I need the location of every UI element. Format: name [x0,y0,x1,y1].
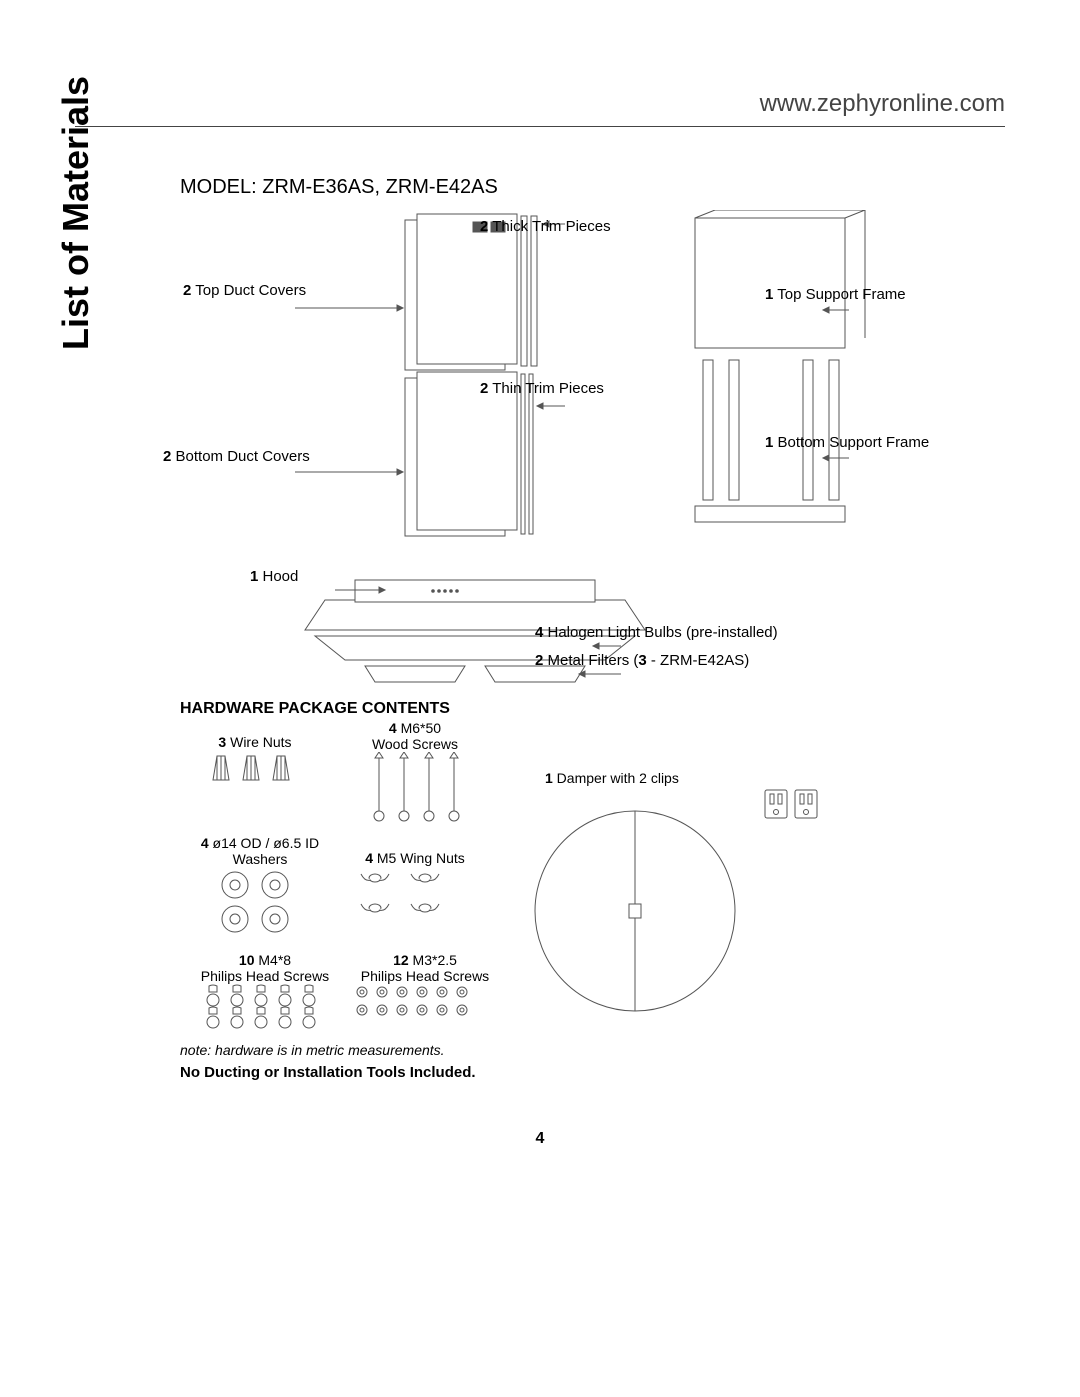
page-number: 4 [75,1130,1005,1148]
header-url: www.zephyronline.com [75,90,1005,127]
callout-top-support: 1 Top Support Frame [765,286,906,303]
callout-filters: 2 Metal Filters (3 - ZRM-E42AS) [535,652,749,669]
callout-halogen: 4 Halogen Light Bulbs (pre-installed) [535,624,778,641]
callout-thick-trim: 2 Thick Trim Pieces [480,218,611,235]
hw-damper: 1 Damper with 2 clips [525,770,825,1019]
callout-bottom-duct: 2 Bottom Duct Covers [163,448,310,465]
callout-bottom-support: 1 Bottom Support Frame [765,434,929,451]
hw-wire-nuts: 3 Wire Nuts [195,734,315,791]
hw-m4-screws: 10 M4*8 Philips Head Screws [185,952,345,1033]
hardware-title: HARDWARE PACKAGE CONTENTS [180,700,450,718]
section-title: List of Materials [55,76,97,350]
callout-hood: 1 Hood [250,568,298,585]
hw-washers: 4 ø14 OD / ø6.5 ID Washers [185,835,335,940]
callout-top-duct: 2 Top Duct Covers [183,282,306,299]
model-line: MODEL: ZRM-E36AS, ZRM-E42AS [180,176,498,199]
hw-m3-screws: 12 M3*2.5 Philips Head Screws [345,952,505,1027]
hw-wood-screws: 4 M6*50 Wood Screws [345,720,485,825]
no-ducting-note: No Ducting or Installation Tools Include… [180,1064,476,1081]
note-metric: note: hardware is in metric measurements… [180,1042,445,1058]
callout-thin-trim: 2 Thin Trim Pieces [480,380,604,397]
hw-wing-nuts: 4 M5 Wing Nuts [345,850,485,929]
